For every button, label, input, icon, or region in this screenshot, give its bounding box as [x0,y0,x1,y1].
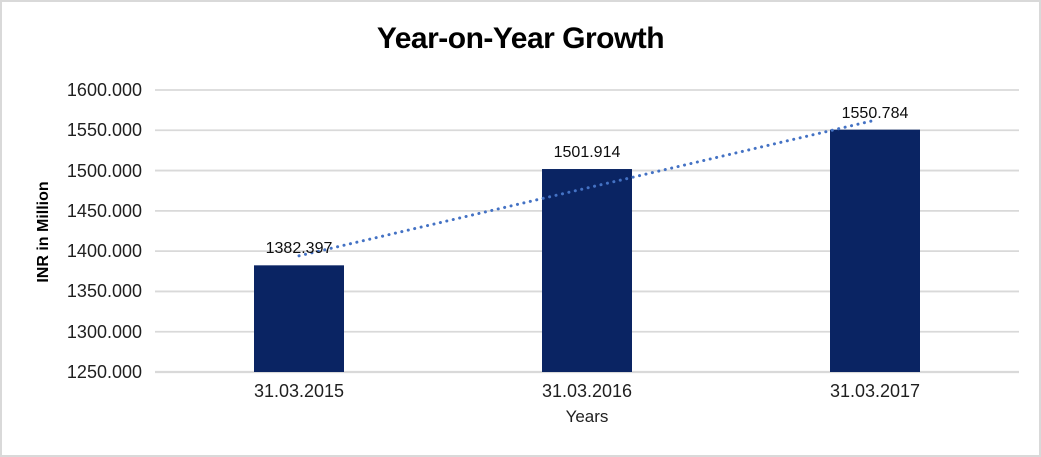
y-tick-label: 1500.000 [66,160,142,181]
bar [542,169,632,372]
y-axis: 1250.000 1300.000 1350.000 1400.000 1450.000… [2,2,142,455]
linear-trendline [297,118,877,258]
y-tick-label: 1450.000 [66,200,142,221]
bar [254,265,344,372]
y-tick-label: 1300.000 [66,321,142,342]
x-category-label: 31.03.2015 [253,381,345,401]
bar [830,129,920,372]
data-label: 1382.397 [265,240,333,258]
y-tick-label: 1550.000 [66,120,142,141]
y-tick-label: 1250.000 [66,362,142,382]
y-tick-label: 1400.000 [66,241,142,262]
y-tick-label: 1600.000 [66,80,142,100]
x-axis-title: Years [565,407,609,426]
chart-title: Year-on-Year Growth [376,22,665,55]
data-label: 1550.784 [841,104,909,122]
y-tick-label: 1350.000 [66,281,142,302]
x-category-label: 31.03.2017 [829,381,921,401]
data-label: 1501.914 [553,144,621,162]
x-category-label: 31.03.2016 [541,381,633,401]
